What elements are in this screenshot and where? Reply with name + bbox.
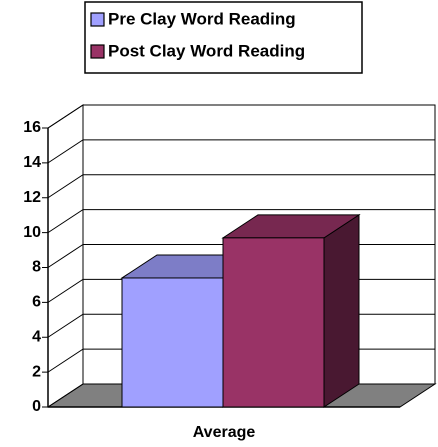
bar-side xyxy=(323,213,360,408)
y-tick-label: 2 xyxy=(32,363,41,380)
y-tick-label: 14 xyxy=(23,154,41,171)
y-tick-label: 8 xyxy=(32,259,41,276)
y-tick-label: 16 xyxy=(23,119,41,136)
y-tick-label: 4 xyxy=(32,328,41,345)
legend-swatch xyxy=(90,12,105,27)
y-tick-label: 0 xyxy=(32,398,41,415)
grid-line xyxy=(47,104,435,129)
x-tick-label: Average xyxy=(193,424,256,441)
grid-line xyxy=(47,174,435,199)
y-tick-label: 10 xyxy=(23,224,41,241)
legend-box xyxy=(84,1,363,74)
y-tick-label: 12 xyxy=(23,189,41,206)
bar xyxy=(121,277,224,408)
bar xyxy=(222,237,325,408)
grid-line xyxy=(47,209,435,234)
legend-swatch xyxy=(90,44,105,59)
y-tick-label: 6 xyxy=(32,294,41,311)
legend-label: Post Clay Word Reading xyxy=(108,41,305,60)
grid-line xyxy=(47,139,435,164)
legend-label: Pre Clay Word Reading xyxy=(108,9,296,28)
